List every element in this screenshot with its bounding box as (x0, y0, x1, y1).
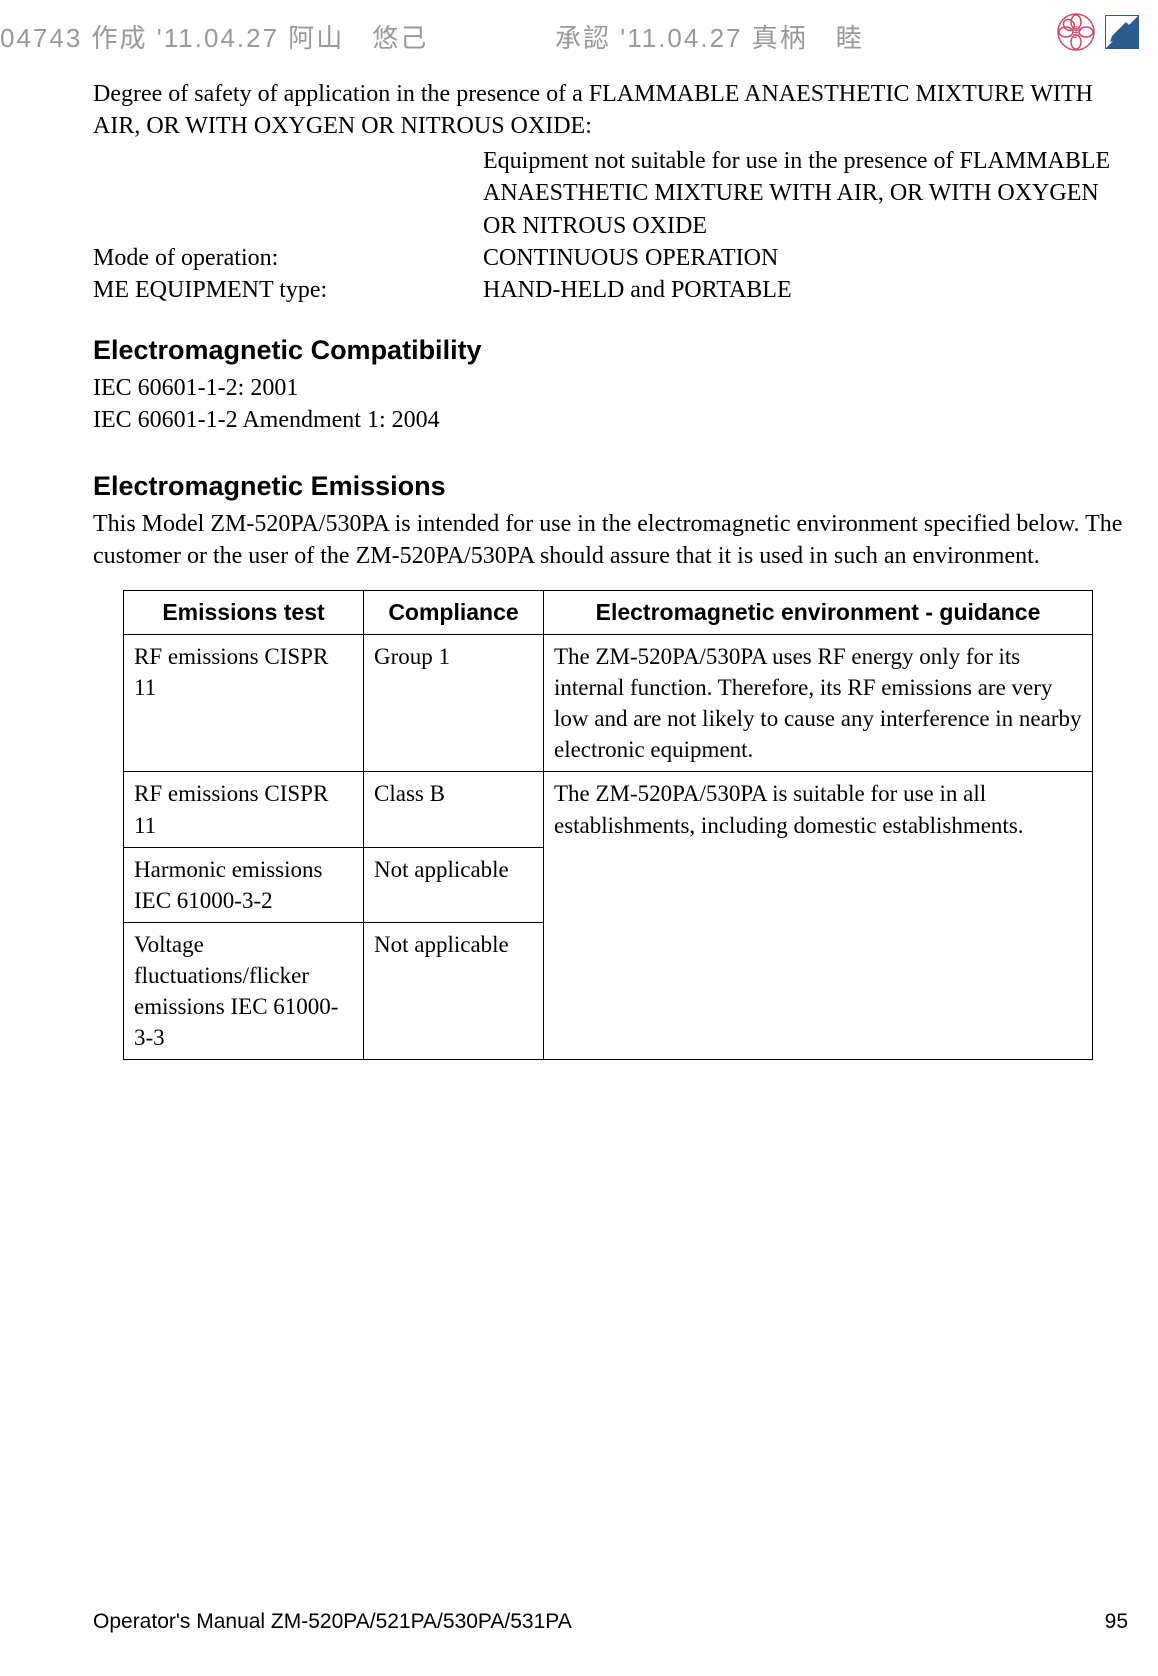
approved-by: 真柄 睦 (752, 23, 864, 53)
emissions-intro: This Model ZM-520PA/530PA is intended fo… (93, 508, 1128, 573)
table-row: RF emissions CISPR 11 Class B The ZM-520… (124, 772, 1093, 847)
mode-label: Mode of operation: (93, 242, 483, 274)
cell-test: Voltage fluctuations/flicker emissions I… (124, 922, 364, 1059)
mode-value: CONTINUOUS OPERATION (483, 242, 1128, 274)
spec-row-type: ME EQUIPMENT type: HAND-HELD and PORTABL… (93, 274, 1128, 306)
page-content: Degree of safety of application in the p… (93, 78, 1128, 1060)
cell-test: Harmonic emissions IEC 61000-3-2 (124, 847, 364, 922)
emc-title: Electromagnetic Compatibility (93, 335, 1128, 366)
spec-label-empty (93, 145, 483, 242)
approved-date: '11.04.27 (620, 23, 742, 53)
doc-number: 04743 (0, 23, 82, 53)
cell-compliance: Not applicable (364, 847, 544, 922)
safety-intro: Degree of safety of application in the p… (93, 78, 1128, 143)
safety-value: Equipment not suitable for use in the pr… (483, 145, 1128, 242)
spec-row-safety: Equipment not suitable for use in the pr… (93, 145, 1128, 242)
type-label: ME EQUIPMENT type: (93, 274, 483, 306)
type-value: HAND-HELD and PORTABLE (483, 274, 1128, 306)
cell-compliance: Class B (364, 772, 544, 847)
edit-stamp-icon (1104, 14, 1140, 50)
emissions-table: Emissions test Compliance Electromagneti… (123, 590, 1093, 1060)
table-header-row: Emissions test Compliance Electromagneti… (124, 591, 1093, 635)
header-approved: 承認 '11.04.27 真柄 睦 (555, 18, 864, 55)
cell-test: RF emissions CISPR 11 (124, 635, 364, 772)
emc-line1: IEC 60601-1-2: 2001 (93, 372, 1128, 404)
cell-compliance: Not applicable (364, 922, 544, 1059)
created-date: '11.04.27 (157, 23, 279, 53)
approved-label: 承認 (555, 23, 611, 53)
emissions-title: Electromagnetic Emissions (93, 471, 1128, 502)
table-row: RF emissions CISPR 11 Group 1 The ZM-520… (124, 635, 1093, 772)
cell-test: RF emissions CISPR 11 (124, 772, 364, 847)
cell-compliance: Group 1 (364, 635, 544, 772)
svg-text:承: 承 (1069, 25, 1082, 40)
cell-guidance: The ZM-520PA/530PA uses RF energy only f… (544, 635, 1093, 772)
cell-guidance: The ZM-520PA/530PA is suitable for use i… (544, 772, 1093, 1059)
created-by: 阿山 悠己 (288, 23, 428, 53)
emc-line2: IEC 60601-1-2 Amendment 1: 2004 (93, 404, 1128, 436)
spec-row-mode: Mode of operation: CONTINUOUS OPERATION (93, 242, 1128, 274)
footer-page-number: 95 (1105, 1610, 1128, 1634)
stamp-icons: 承 (1056, 12, 1140, 52)
created-label: 作成 (92, 23, 148, 53)
approval-stamp-icon: 承 (1056, 12, 1096, 52)
header-created: 04743 作成 '11.04.27 阿山 悠己 (0, 18, 428, 55)
header-compliance: Compliance (364, 591, 544, 635)
header-test: Emissions test (124, 591, 364, 635)
page-footer: Operator's Manual ZM-520PA/521PA/530PA/5… (93, 1610, 1128, 1634)
header-guidance: Electromagnetic environment - guidance (544, 591, 1093, 635)
footer-manual-title: Operator's Manual ZM-520PA/521PA/530PA/5… (93, 1610, 572, 1634)
spec-list: Equipment not suitable for use in the pr… (93, 145, 1128, 307)
